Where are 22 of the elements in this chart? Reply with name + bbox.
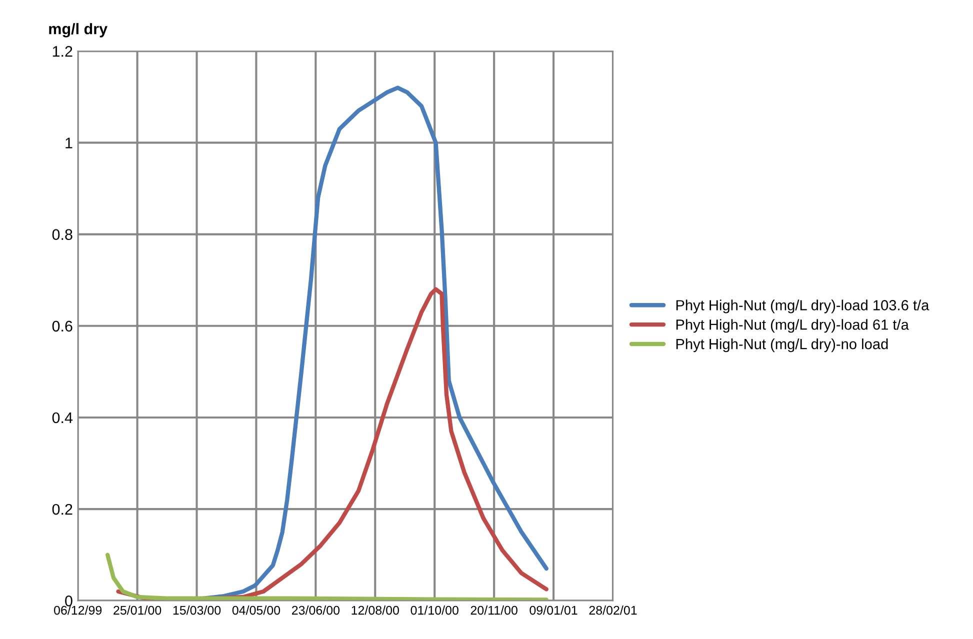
- x-tick-label: 01/10/00: [410, 606, 458, 615]
- y-tick-label: 0.4: [52, 412, 73, 424]
- x-tick-label: 15/03/00: [173, 606, 221, 615]
- y-tick-label: 0.6: [52, 320, 72, 332]
- x-tick-label: 04/05/00: [232, 606, 280, 615]
- x-tick-label: 25/01/00: [114, 606, 162, 615]
- x-tick-label: 12/08/00: [352, 606, 399, 615]
- x-tick-label: 06/12/99: [54, 606, 102, 615]
- y-tick-label: 1.2: [52, 46, 72, 57]
- y-tick-label: 1: [66, 138, 72, 148]
- x-tick-label: 28/02/01: [589, 606, 637, 615]
- line-series: [105, 552, 548, 601]
- x-tick-label: 23/06/00: [292, 606, 340, 615]
- y-tick-label: 0: [65, 596, 72, 606]
- legend-label: Phyt High-Nut (mg/L dry)-load 103.6 t/a: [676, 300, 930, 314]
- legend-label: Phyt High-Nut (mg/L dry)-load 61 t/a: [676, 319, 909, 333]
- x-tick-label: 09/01/01: [530, 606, 578, 615]
- legend-label: Phyt High-Nut (mg/L dry)-no load: [676, 338, 888, 352]
- x-tick-label: 20/11/00: [470, 606, 518, 615]
- y-tick-label: 0.8: [52, 229, 72, 240]
- y-tick-label: 0.2: [52, 504, 72, 515]
- y-axis-title: mg/l dry: [49, 23, 108, 38]
